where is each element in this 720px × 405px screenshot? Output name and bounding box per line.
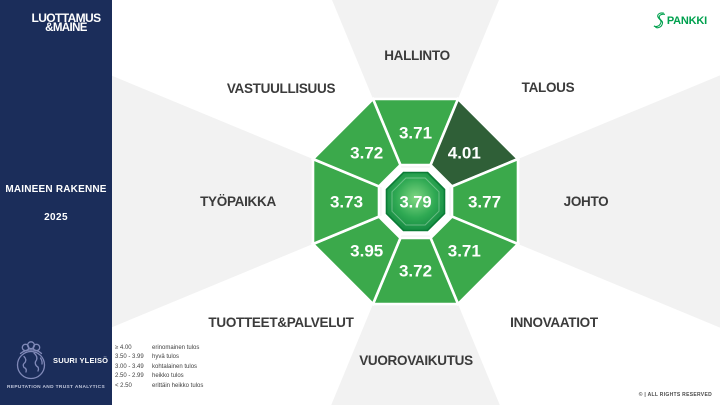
segment-value: 3.71 (399, 124, 432, 143)
segment-value: 4.01 (448, 144, 481, 163)
center-octagon (385, 171, 446, 232)
legend-label: hyvä tulos (152, 354, 180, 361)
dimension-label-vastuullisuus: VASTUULLISUUS (227, 81, 336, 96)
dimension-label-talous: TALOUS (522, 80, 575, 95)
logo-line1: LUOTTAMUS (31, 11, 101, 25)
client-brand-name: PANKKI (666, 14, 707, 27)
legend-label: erittäin heikko tulos (152, 382, 204, 389)
legend-range: < 2.50 (115, 382, 132, 389)
segment-value: 3.72 (399, 262, 432, 281)
legend-range: ≥ 4.00 (115, 345, 132, 351)
center-bevel (391, 177, 440, 226)
copyright-notice: © | ALL RIGHTS RESERVED (638, 392, 712, 398)
background-sector (415, 75, 720, 328)
dimension-label-hallinto: HALLINTO (384, 48, 450, 63)
analytics-tagline: REPUTATION AND TRUST ANALYTICS (7, 385, 105, 390)
segment-value: 3.72 (350, 144, 383, 163)
legend-label: kohtalainen tulos (152, 363, 198, 370)
segment-value: 3.71 (448, 241, 481, 260)
score-legend: ≥ 4.00 erinomainen tulos 3.50 - 3.99 hyvä t… (115, 344, 203, 391)
legend-label: heikko tulos (152, 373, 184, 380)
dimension-label-vuorovaikutus: VUOROVAIKUTUS (359, 353, 473, 368)
luottamus-maine-logo: LUOTTAMUS &MAINE (20, 11, 112, 34)
legend-row: 3.00 - 3.49 kohtalainen tulos (115, 363, 203, 372)
report-title: MAINEEN RAKENNE (5, 184, 107, 195)
sidebar: LUOTTAMUS &MAINE MAINEEN RAKENNE 2025 SU… (0, 0, 112, 405)
segment-value: 3.77 (468, 193, 501, 212)
legend-range: 2.50 - 2.99 (115, 373, 144, 380)
audience-label: SUURI YLEISÖ (53, 356, 109, 365)
center-value: 3.79 (399, 194, 431, 212)
dimension-label-ty-paikka: TYÖPAIKKA (200, 194, 276, 209)
legend-row: 3.50 - 3.99 hyvä tulos (115, 353, 203, 362)
logo-line2: &MAINE (45, 22, 87, 34)
segment-vastuullisuus (310, 96, 402, 188)
legend-row: ≥ 4.00 erinomainen tulos (115, 344, 203, 353)
client-brand-logo: PANKKI (652, 11, 707, 30)
report-year: 2025 (44, 212, 68, 223)
legend-label: erinomainen tulos (152, 345, 200, 351)
legend-range: 3.50 - 3.99 (115, 354, 144, 361)
legend-range: 3.00 - 3.49 (115, 363, 144, 370)
segment-value: 3.95 (350, 241, 383, 260)
segment-value: 3.73 (330, 193, 363, 212)
pankki-s-icon (653, 12, 665, 29)
legend-row: 2.50 - 2.99 heikko tulos (115, 372, 203, 381)
legend-row: < 2.50 erittäin heikko tulos (115, 382, 203, 391)
dimension-label-innovaatiot: INNOVAATIOT (510, 315, 599, 330)
dimension-label-johto: JOHTO (564, 194, 609, 209)
dimension-label-tuotteet-palvelut: TUOTTEET&PALVELUT (208, 315, 354, 330)
audience-globe-icon (16, 341, 46, 380)
